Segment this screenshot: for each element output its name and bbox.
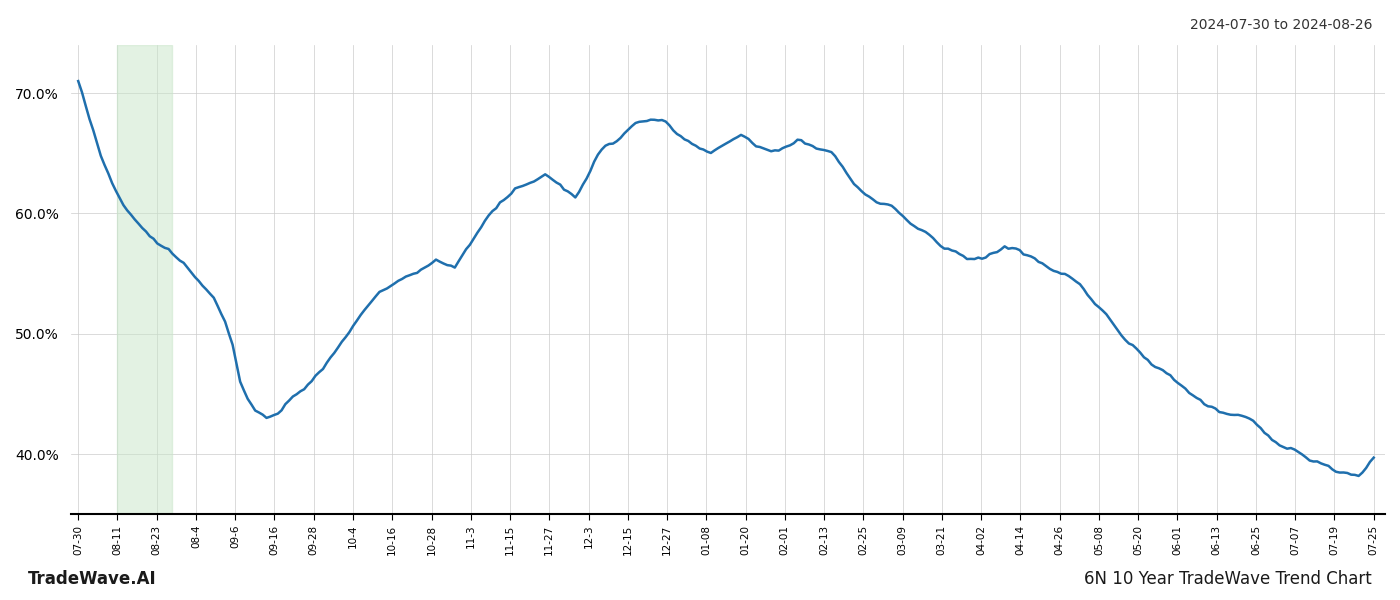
Text: TradeWave.AI: TradeWave.AI: [28, 570, 157, 588]
Text: 2024-07-30 to 2024-08-26: 2024-07-30 to 2024-08-26: [1190, 18, 1372, 32]
Text: 6N 10 Year TradeWave Trend Chart: 6N 10 Year TradeWave Trend Chart: [1084, 570, 1372, 588]
Bar: [118, 45, 172, 514]
